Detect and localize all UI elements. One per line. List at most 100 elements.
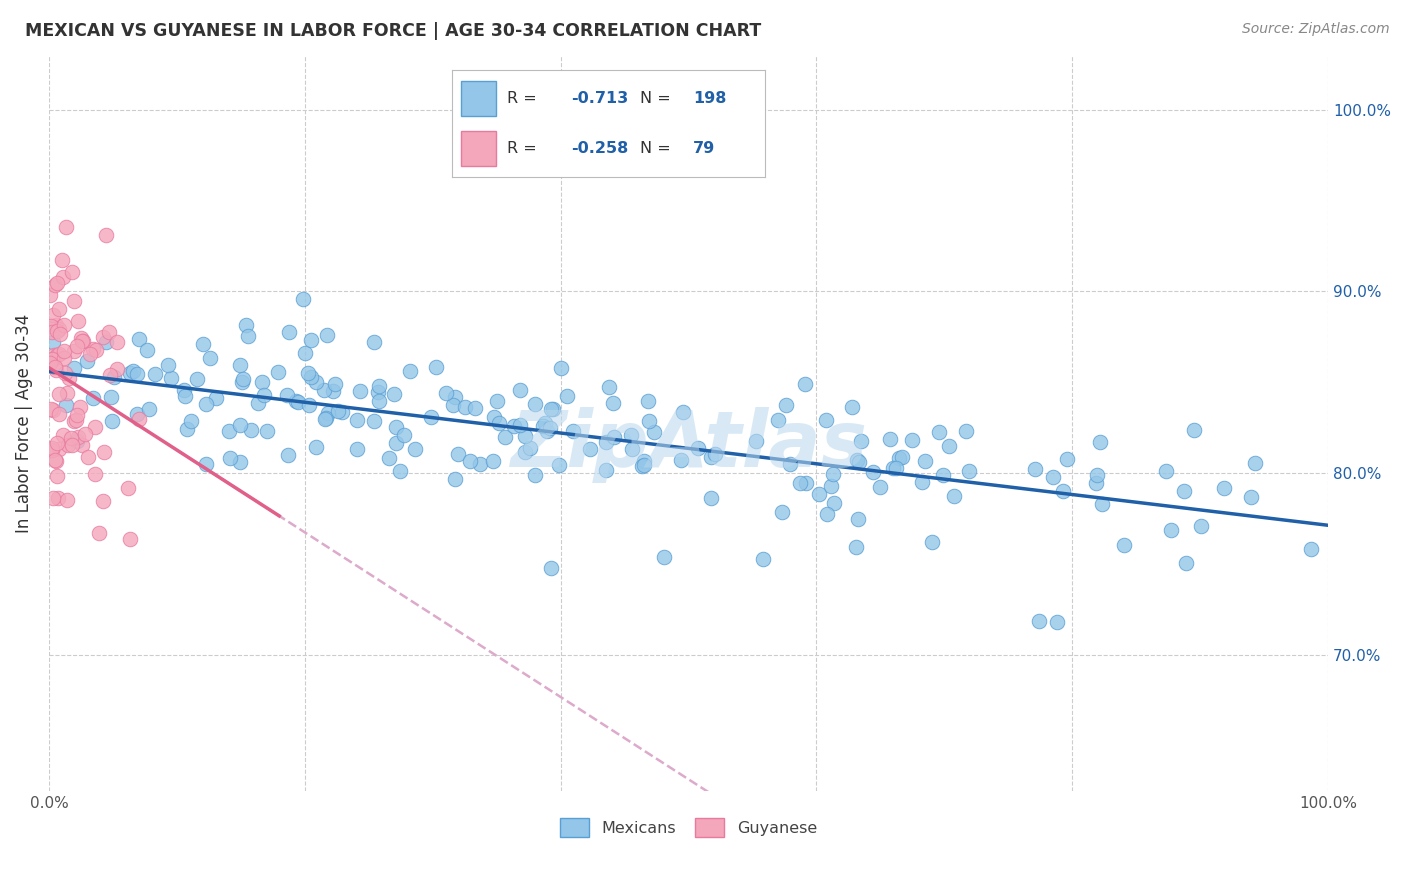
Point	[191, 337, 214, 351]
Point	[69, 330, 91, 344]
Point	[363, 414, 385, 428]
Point	[536, 424, 558, 438]
Point	[620, 428, 643, 442]
Point	[425, 360, 447, 375]
Point	[48, 347, 70, 361]
Point	[66, 314, 89, 328]
Point	[48, 408, 70, 422]
Point	[42, 402, 65, 417]
Point	[45, 453, 67, 467]
Point	[820, 479, 842, 493]
Point	[229, 417, 252, 432]
Point	[595, 463, 617, 477]
Point	[125, 367, 148, 381]
Point	[322, 384, 344, 399]
Point	[524, 397, 547, 411]
Point	[957, 464, 980, 478]
Point	[595, 435, 617, 450]
Point	[105, 362, 128, 376]
Point	[52, 427, 75, 442]
Point	[377, 450, 399, 465]
Point	[136, 343, 159, 357]
Point	[848, 454, 870, 468]
Point	[637, 393, 659, 408]
Point	[93, 445, 115, 459]
Point	[97, 325, 120, 339]
Point	[103, 370, 125, 384]
Point	[561, 424, 583, 438]
Point	[105, 334, 128, 349]
Point	[550, 361, 572, 376]
Point	[70, 334, 93, 348]
Point	[943, 489, 966, 503]
Point	[48, 386, 70, 401]
Point	[367, 379, 389, 393]
Point	[633, 454, 655, 468]
Point	[121, 364, 143, 378]
Point	[42, 348, 65, 362]
Point	[55, 493, 77, 508]
Point	[89, 526, 111, 541]
Point	[555, 389, 578, 403]
Point	[294, 345, 316, 359]
Point	[1244, 456, 1267, 470]
Point	[44, 277, 66, 292]
Point	[180, 414, 202, 428]
Point	[72, 334, 94, 348]
Point	[84, 343, 107, 357]
Point	[100, 414, 122, 428]
Point	[98, 368, 121, 383]
Point	[845, 540, 868, 554]
Point	[72, 438, 94, 452]
Point	[482, 409, 505, 424]
Point	[444, 472, 467, 486]
Point	[669, 453, 692, 467]
Point	[752, 551, 775, 566]
Point	[38, 356, 60, 370]
Point	[921, 535, 943, 549]
Point	[602, 396, 624, 410]
Point	[1091, 497, 1114, 511]
Point	[602, 430, 624, 444]
Point	[932, 467, 955, 482]
Point	[66, 434, 89, 449]
Point	[297, 367, 319, 381]
Point	[59, 431, 82, 445]
Point	[42, 491, 65, 506]
Point	[235, 318, 257, 332]
Point	[229, 455, 252, 469]
Point	[66, 408, 89, 422]
Point	[315, 411, 337, 425]
Legend: Mexicans, Guyanese: Mexicans, Guyanese	[553, 810, 825, 846]
Point	[841, 400, 863, 414]
Point	[44, 452, 66, 467]
Point	[48, 322, 70, 336]
Point	[58, 371, 80, 385]
Point	[481, 454, 503, 468]
Point	[232, 371, 254, 385]
Point	[128, 411, 150, 425]
Point	[52, 318, 75, 333]
Point	[76, 354, 98, 368]
Point	[766, 413, 789, 427]
Point	[326, 404, 349, 418]
Point	[540, 401, 562, 416]
Point	[292, 292, 315, 306]
Point	[485, 394, 508, 409]
Point	[195, 397, 218, 411]
Point	[93, 330, 115, 344]
Point	[368, 393, 391, 408]
Point	[79, 347, 101, 361]
Point	[1213, 481, 1236, 495]
Point	[382, 386, 405, 401]
Point	[194, 457, 217, 471]
Point	[745, 434, 768, 448]
Point	[494, 430, 516, 444]
Point	[1112, 537, 1135, 551]
Point	[887, 450, 910, 465]
Point	[509, 418, 531, 433]
Point	[200, 351, 222, 366]
Point	[94, 227, 117, 242]
Point	[928, 425, 950, 440]
Point	[821, 467, 844, 482]
